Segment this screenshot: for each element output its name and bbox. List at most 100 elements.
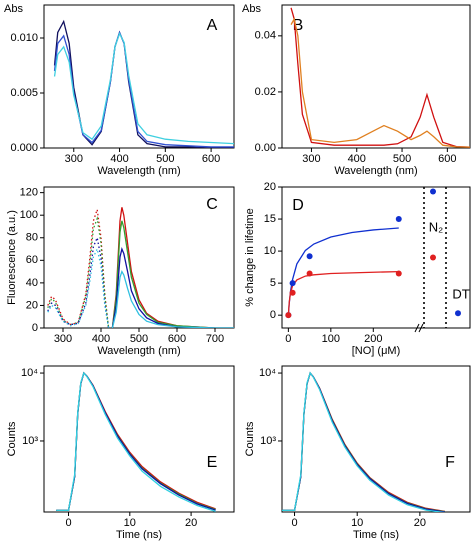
point: [289, 289, 296, 296]
y-tick-label: 15: [264, 213, 276, 225]
point: [430, 254, 436, 261]
line: [111, 270, 234, 328]
point: [430, 188, 436, 195]
break-label: N₂: [429, 219, 443, 234]
y-tick-label: 0: [270, 309, 276, 321]
x-tick-label: 600: [202, 153, 220, 165]
x-tick-label: 500: [130, 333, 148, 345]
x-tick-label: 600: [438, 153, 456, 165]
panel: 0 10 20 10³ 10⁴ Time (ns) Counts E: [6, 365, 235, 541]
fit-line: [287, 270, 399, 316]
y-axis-title: Counts: [6, 421, 18, 456]
point: [395, 270, 402, 277]
x-tick-label: 20: [185, 517, 197, 529]
x-axis-title: Wavelength (nm): [97, 165, 180, 177]
panel-label: B: [293, 17, 304, 34]
y-tick-label: 5: [270, 277, 276, 289]
line: [47, 247, 110, 328]
y-tick-label: 10⁴: [21, 367, 38, 379]
point: [306, 253, 313, 260]
panel: 300 400 500 600 0.00 0.02 0.04 Wavelength (nm) A…: [242, 3, 471, 177]
panel: 300 400 500 600 700 0 20 40 60 80 100 120 Wavelength…: [6, 186, 235, 357]
plot-frame: [43, 186, 235, 329]
y-tick-label: 20: [26, 299, 38, 311]
y-tick-label: 0.005: [10, 87, 38, 99]
line: [47, 209, 110, 328]
plot-frame: [43, 4, 235, 149]
panel-label: C: [206, 196, 218, 213]
x-tick-label: 10: [124, 517, 136, 529]
x-tick-label: 700: [206, 333, 224, 345]
x-tick-label: 200: [364, 333, 382, 345]
break-label: DT: [452, 286, 469, 301]
y-tick-label: 0.04: [255, 30, 276, 42]
point: [455, 310, 461, 317]
y-tick-label: 10³: [22, 435, 38, 447]
x-tick-label: 20: [414, 517, 426, 529]
y-tick-label: 0.000: [10, 142, 38, 154]
y-axis-title: Counts: [244, 421, 256, 456]
x-tick-label: 300: [54, 333, 72, 345]
x-tick-label: 500: [156, 153, 174, 165]
y-tick-label: 0.010: [10, 32, 38, 44]
plot-area: [290, 7, 470, 148]
line: [282, 371, 445, 512]
y-tick-label: 10: [264, 245, 276, 257]
x-tick-label: 400: [110, 153, 128, 165]
x-tick-label: 500: [393, 153, 411, 165]
plot-area: [56, 371, 216, 512]
point: [285, 312, 292, 319]
line: [53, 31, 234, 145]
plot-area: [53, 19, 234, 148]
line: [111, 220, 234, 328]
y-tick-label: 10³: [260, 435, 276, 447]
line: [56, 371, 216, 512]
x-tick-label: 100: [322, 333, 340, 345]
point: [289, 280, 296, 287]
panel: 0 100 200 0 5 10 15 20 [NO] (μM) % change in life…: [244, 181, 471, 357]
line: [111, 246, 234, 328]
panel-label: D: [292, 197, 304, 214]
x-axis-title: Time (ns): [353, 529, 399, 541]
point: [395, 216, 402, 223]
panel-label: E: [207, 454, 218, 471]
y-tick-label: 120: [20, 187, 38, 199]
plot-area: [285, 188, 461, 319]
y-axis-title: Abs: [4, 3, 23, 15]
x-tick-label: 0: [291, 517, 297, 529]
line: [290, 7, 470, 148]
x-tick-label: 0: [65, 517, 71, 529]
axis-break: [414, 323, 420, 333]
x-axis-title: Time (ns): [116, 529, 162, 541]
x-tick-label: 600: [168, 333, 186, 345]
line: [290, 17, 470, 148]
line: [47, 235, 110, 328]
x-axis-title: Wavelength (nm): [334, 165, 417, 177]
y-tick-label: 40: [26, 277, 38, 289]
panel-label: A: [207, 17, 218, 34]
y-tick-label: 0.02: [255, 86, 276, 98]
x-tick-label: 0: [285, 333, 291, 345]
plot-frame: [43, 365, 235, 513]
y-tick-label: 0.00: [255, 142, 276, 154]
plot-frame: [281, 365, 471, 513]
y-tick-label: 100: [20, 209, 38, 221]
plot-frame: [281, 4, 471, 149]
y-tick-label: 20: [264, 181, 276, 193]
x-axis-title: Wavelength (nm): [97, 345, 180, 357]
x-tick-label: 10: [351, 517, 363, 529]
panel-label: F: [445, 454, 455, 471]
x-tick-label: 400: [92, 333, 110, 345]
plot-area: [47, 207, 234, 328]
axis-break: [418, 323, 424, 333]
y-tick-label: 0: [32, 322, 38, 334]
y-axis-title: % change in lifetime: [244, 208, 256, 306]
y-axis-title: Fluorescence (a.u.): [6, 210, 18, 305]
panel: 0 10 20 10³ 10⁴ Time (ns) Counts F: [244, 365, 471, 541]
y-tick-label: 80: [26, 232, 38, 244]
line: [53, 30, 234, 148]
y-tick-label: 10⁴: [259, 367, 276, 379]
line: [111, 207, 234, 328]
panel: 300 400 500 600 0.000 0.005 0.010 Wavelength (n…: [4, 3, 235, 177]
